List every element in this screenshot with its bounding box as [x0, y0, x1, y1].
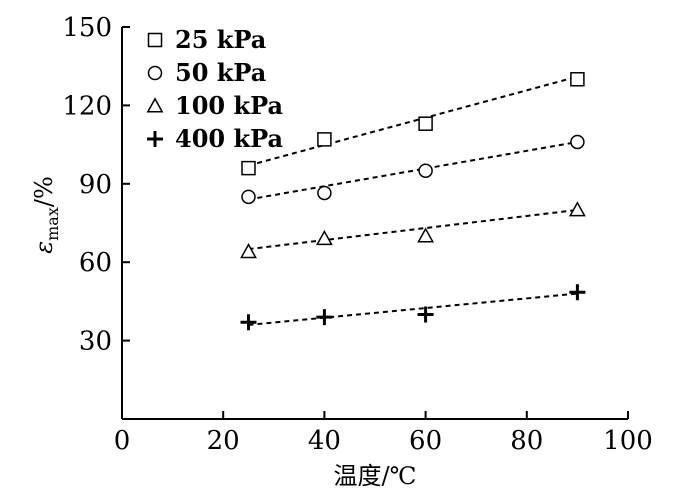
data-point-circle	[418, 163, 433, 178]
y-tick-label: 150	[62, 13, 112, 43]
data-point-square	[418, 116, 433, 131]
fit-line-3	[248, 208, 578, 251]
data-point-triangle	[417, 227, 435, 243]
data-point-triangle	[240, 243, 257, 259]
y-tick-label: 120	[62, 91, 112, 121]
data-point-circle	[317, 185, 332, 201]
legend-square-marker	[147, 32, 163, 48]
axes: 0 20 40 60 80 100 30 60 90 120 150	[62, 13, 652, 456]
y-tick-label: 90	[79, 170, 112, 200]
y-axis-label-symbol: ε	[30, 241, 58, 254]
fit-lines	[248, 75, 578, 326]
data-point-plus	[240, 314, 257, 331]
y-axis-label-suffix: /%	[30, 176, 58, 207]
data-point-plus	[316, 309, 333, 326]
data-point-square	[241, 160, 256, 176]
data-point-square	[570, 72, 585, 87]
x-tick-label: 100	[603, 426, 653, 456]
fit-line-4	[248, 292, 578, 326]
data-point-triangle	[568, 201, 586, 217]
fit-line-2	[248, 141, 578, 201]
legend-label: 100 kPa	[175, 91, 283, 120]
legend-label: 400 kPa	[175, 124, 283, 153]
data-point-plus	[569, 284, 586, 301]
legend-plus-marker	[147, 131, 163, 147]
legend: 25 kPa 50 kPa 100 kPa 400 kPa	[146, 25, 283, 153]
data-point-plus	[417, 306, 434, 323]
legend-triangle-marker	[146, 97, 164, 113]
data-point-circle	[570, 134, 585, 150]
y-tick-label: 60	[79, 248, 112, 278]
data-point-triangle	[315, 229, 333, 246]
x-tick-label: 20	[207, 426, 240, 456]
data-point-circle	[241, 189, 256, 205]
data-point-square	[317, 132, 332, 147]
data-markers	[240, 72, 586, 331]
legend-label: 50 kPa	[175, 58, 266, 87]
x-axis-label: 温度/℃	[334, 462, 417, 490]
x-tick-label: 40	[308, 426, 341, 456]
y-axis-label-subscript: max	[43, 207, 62, 241]
legend-label: 25 kPa	[175, 25, 266, 54]
fit-line-1	[248, 75, 578, 167]
x-tick-label: 80	[510, 426, 543, 456]
y-tick-label: 30	[79, 327, 112, 357]
x-tick-label: 60	[409, 426, 442, 456]
y-axis-label: εmax/%	[30, 176, 62, 254]
legend-circle-marker	[147, 65, 163, 81]
x-tick-label: 0	[114, 426, 131, 456]
